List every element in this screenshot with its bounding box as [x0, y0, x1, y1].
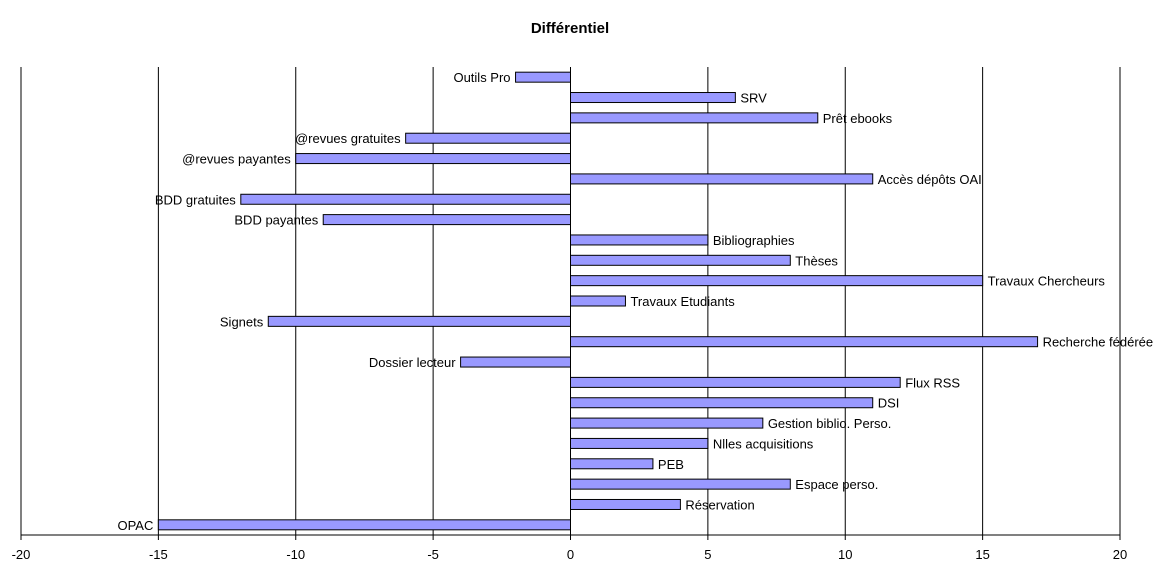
bar	[570, 92, 736, 104]
x-tick-label: -20	[12, 547, 31, 562]
bar-label: @revues gratuites	[295, 131, 401, 146]
bars	[157, 71, 1039, 531]
bar	[570, 173, 874, 185]
bar-label: Signets	[220, 314, 264, 329]
x-tick-label: -15	[149, 547, 168, 562]
bar	[570, 458, 654, 470]
bar	[240, 193, 572, 205]
bar-label: Dossier lecteur	[369, 355, 456, 370]
bar	[570, 417, 764, 429]
x-tick-label: 15	[975, 547, 989, 562]
bar	[570, 498, 681, 510]
bar-label: BDD gratuites	[155, 192, 236, 207]
bar-label: Bibliographies	[713, 233, 795, 248]
bar-label: Espace perso.	[795, 477, 878, 492]
bar	[157, 519, 571, 531]
bar-label: SRV	[740, 91, 767, 106]
bar	[570, 478, 791, 490]
bar-label: @revues payantes	[182, 152, 291, 167]
x-tick-label: 0	[567, 547, 574, 562]
x-tick-label: -5	[427, 547, 439, 562]
bar-label: Flux RSS	[905, 375, 960, 390]
bar	[570, 275, 984, 287]
bar-label: DSI	[878, 396, 900, 411]
x-tick-label: 20	[1113, 547, 1127, 562]
bar-label: Gestion biblio. Perso.	[768, 416, 892, 431]
bar-label: PEB	[658, 457, 684, 472]
chart-title: Différentiel	[531, 20, 609, 37]
bar-label: Thèses	[795, 253, 838, 268]
bar-label: Réservation	[685, 497, 754, 512]
bar	[515, 71, 571, 83]
bar	[570, 295, 626, 307]
bar-label: Accès dépôts OAI	[878, 172, 982, 187]
bar	[570, 336, 1039, 348]
x-tick-label: 5	[704, 547, 711, 562]
bar-label: Travaux Etudiants	[630, 294, 735, 309]
bar-label: OPAC	[117, 518, 153, 533]
bar-label: Nlles acquisitions	[713, 436, 814, 451]
bar-label: Outils Pro	[453, 70, 510, 85]
x-tick-label: 10	[838, 547, 852, 562]
bar-label: Recherche fédérée	[1043, 335, 1153, 350]
bar	[570, 112, 819, 124]
x-axis-ticks: -20 -15 -10 -5 0 5 10 15 20	[12, 534, 1127, 562]
bar	[570, 234, 709, 246]
bar	[405, 132, 571, 144]
bar	[570, 437, 709, 449]
bar	[460, 356, 572, 368]
bar-label: BDD payantes	[234, 213, 318, 228]
bar	[570, 376, 901, 388]
bar	[322, 214, 571, 226]
bar-labels: Outils Pro SRV Prêt ebooks @revues gratuite…	[117, 70, 1153, 533]
bar	[267, 315, 571, 327]
x-tick-label: -10	[286, 547, 305, 562]
bar-label: Travaux Chercheurs	[988, 274, 1106, 289]
bar-label: Prêt ebooks	[823, 111, 893, 126]
bar	[570, 397, 874, 409]
bar	[295, 153, 571, 165]
bar	[570, 254, 791, 266]
